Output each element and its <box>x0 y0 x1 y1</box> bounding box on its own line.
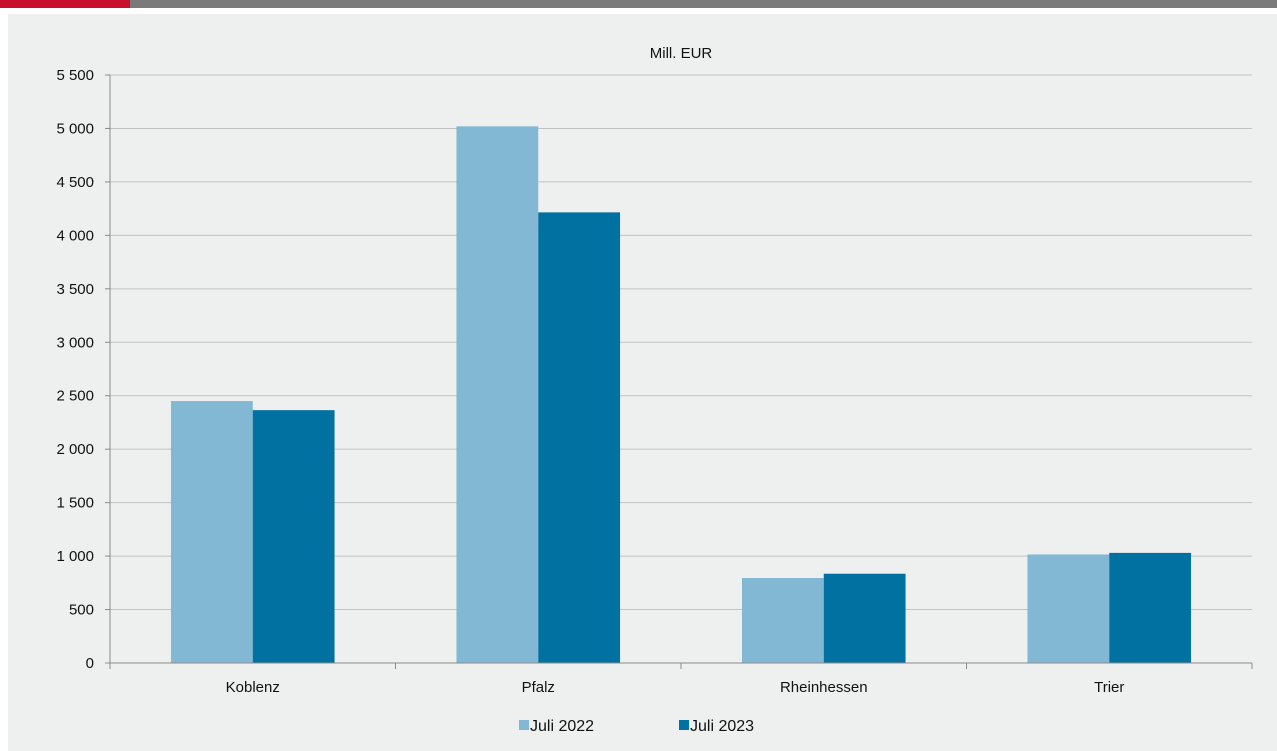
x-tick-label: Pfalz <box>522 679 555 696</box>
x-axis: Koblenz Pfalz Rheinhessen Trier <box>109 662 1253 696</box>
y-tick-label: 1 500 <box>56 495 94 512</box>
bar <box>170 401 253 663</box>
y-tick-label: 5 500 <box>56 67 94 84</box>
bar <box>456 126 539 664</box>
y-tick-label: 0 <box>86 655 94 672</box>
y-tick-label: 3 000 <box>56 334 94 351</box>
bar <box>1027 554 1110 663</box>
x-tick-label: Trier <box>1094 679 1124 696</box>
y-tick-label: 3 500 <box>56 281 94 298</box>
legend-swatch <box>519 720 529 730</box>
header-accent <box>0 0 130 8</box>
bar <box>538 212 621 664</box>
bar <box>823 573 906 663</box>
y-tick-label: 500 <box>69 602 94 619</box>
y-tick-label: 2 000 <box>56 441 94 458</box>
unit-label: Mill. EUR <box>650 45 713 62</box>
y-tick-label: 1 000 <box>56 548 94 565</box>
legend-label: Juli 2022 <box>530 718 594 735</box>
y-axis: 0 500 1 000 1 500 2 000 2 500 3 000 3 500 4 000 4… <box>56 67 111 672</box>
y-tick-label: 5 000 <box>56 120 94 137</box>
header-bar <box>0 0 1277 8</box>
y-tick-label: 2 500 <box>56 388 94 405</box>
x-tick-label: Rheinhessen <box>780 679 868 696</box>
bar <box>252 410 335 663</box>
y-tick-label: 4 500 <box>56 174 94 191</box>
bar <box>1109 552 1192 663</box>
x-tick-label: Koblenz <box>226 679 280 696</box>
bar <box>741 578 824 663</box>
legend-swatch <box>679 720 689 730</box>
legend-label: Juli 2023 <box>690 718 754 735</box>
bars <box>170 126 1192 664</box>
y-tick-label: 4 000 <box>56 227 94 244</box>
legend: Juli 2022 Juli 2023 <box>519 718 754 735</box>
